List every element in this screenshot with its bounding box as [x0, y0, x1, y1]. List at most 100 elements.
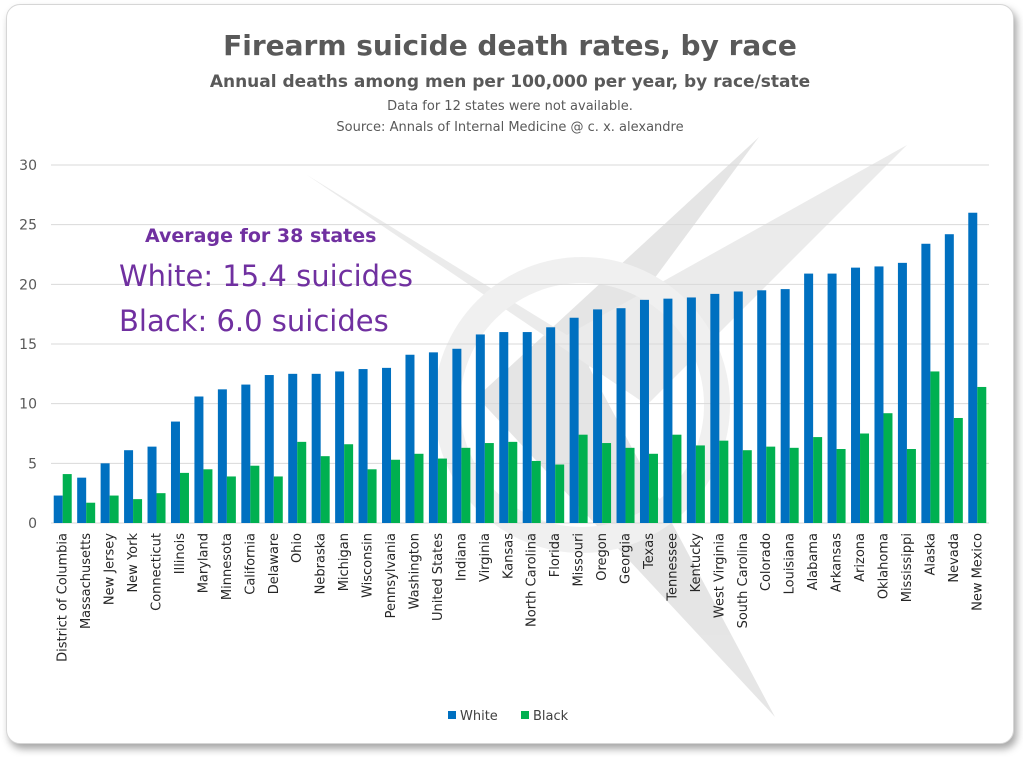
bar-white	[170, 421, 180, 523]
bar-white	[241, 384, 251, 523]
x-tick-label: Florida	[548, 533, 563, 577]
bar-white	[546, 327, 556, 523]
bar-white	[428, 352, 438, 523]
bar-black	[953, 417, 963, 523]
bar-black	[297, 441, 307, 523]
x-tick-label: Nevada	[947, 533, 962, 583]
bar-white	[757, 290, 767, 523]
bar-white	[851, 267, 861, 523]
bar-white	[639, 299, 649, 523]
bar-white	[100, 463, 110, 523]
bar-white	[569, 317, 579, 523]
compass-watermark	[307, 137, 907, 717]
bar-black	[860, 433, 870, 523]
bar-white	[827, 273, 837, 523]
bar-black	[203, 469, 213, 523]
compass-watermark-arrow	[477, 137, 775, 717]
bar-white	[77, 477, 87, 523]
bar-black	[179, 472, 189, 523]
bar-black	[719, 440, 729, 523]
bar-black	[133, 499, 143, 523]
y-tick-label: 30	[19, 158, 37, 174]
bar-black	[906, 449, 916, 523]
bar-white	[733, 291, 743, 523]
bar-black	[508, 441, 518, 523]
chart-title: Firearm suicide death rates, by race	[223, 29, 797, 62]
x-tick-label: New Mexico	[970, 533, 985, 611]
bar-white	[663, 298, 673, 523]
x-tick-label: Washington	[407, 533, 422, 609]
bar-white	[311, 373, 321, 523]
compass-watermark-arrow-2	[307, 145, 907, 405]
x-tick-label: Ohio	[290, 533, 305, 563]
x-tick-label: United States	[431, 533, 446, 621]
x-tick-label: Missouri	[572, 533, 587, 587]
x-tick-label: Alabama	[806, 533, 821, 590]
x-tick-label: Oregon	[595, 533, 610, 581]
bar-black	[602, 443, 612, 523]
bars	[53, 212, 987, 524]
x-tick-label: Colorado	[759, 533, 774, 591]
bar-white	[452, 348, 462, 523]
bar-white	[147, 446, 157, 523]
bar-white	[499, 332, 509, 523]
chart-subtitle: Annual deaths among men per 100,000 per …	[210, 72, 810, 92]
y-tick-label: 10	[19, 397, 37, 413]
chart-svg: Firearm suicide death rates, by race Ann…	[19, 29, 989, 724]
x-axis: District of Columbia Massachusetts New Jer…	[56, 533, 986, 662]
bar-black	[578, 434, 588, 523]
bar-black	[250, 465, 260, 523]
x-tick-label: Oklahoma	[876, 533, 891, 599]
x-tick-label: Arizona	[853, 533, 868, 582]
average-black: Black: 6.0 suicides	[119, 304, 389, 338]
bar-black	[836, 449, 846, 523]
bar-white	[194, 396, 204, 523]
y-tick-label: 0	[28, 516, 37, 532]
average-heading: Average for 38 states	[145, 225, 376, 247]
legend: White Black	[448, 709, 569, 724]
bar-black	[625, 447, 635, 523]
x-tick-label: California	[243, 533, 258, 595]
bar-white	[968, 212, 978, 523]
average-white: White: 15.4 suicides	[119, 259, 413, 293]
bar-black	[86, 502, 96, 523]
bar-black	[555, 464, 565, 523]
bar-white	[780, 289, 790, 523]
x-tick-label: Nebraska	[314, 533, 329, 594]
x-tick-label: Massachusetts	[79, 533, 94, 629]
x-tick-label: Pennsylvania	[384, 533, 399, 618]
y-tick-label: 5	[28, 456, 37, 472]
bar-black	[62, 474, 72, 523]
bar-white	[288, 373, 298, 523]
bar-white	[124, 450, 134, 523]
bar-white	[217, 389, 227, 523]
bar-black	[344, 444, 354, 523]
bar-white	[686, 297, 696, 523]
bar-black	[226, 476, 236, 523]
bar-white	[335, 371, 345, 523]
bar-black	[391, 459, 401, 523]
bar-white	[53, 495, 63, 523]
bar-white	[475, 334, 485, 523]
bar-black	[789, 447, 799, 523]
bar-black	[273, 476, 283, 523]
x-tick-label: Mississippi	[900, 533, 915, 602]
legend-swatch-black	[521, 711, 529, 719]
bar-black	[930, 371, 940, 523]
legend-swatch-white	[448, 711, 456, 719]
bar-white	[405, 354, 415, 523]
x-tick-label: Maryland	[196, 533, 211, 593]
x-tick-label: Indiana	[454, 533, 469, 581]
y-tick-label: 25	[19, 218, 37, 234]
bar-black	[766, 446, 776, 523]
gridlines	[51, 164, 989, 524]
chart-note-source: Source: Annals of Internal Medicine @ c.…	[336, 120, 683, 135]
bar-black	[461, 447, 471, 523]
chart-note-availability: Data for 12 states were not available.	[387, 99, 633, 114]
bar-black	[742, 450, 752, 523]
bar-black	[695, 445, 705, 523]
bar-black	[367, 469, 377, 523]
bar-white	[874, 266, 884, 523]
bar-black	[813, 437, 823, 523]
bar-black	[156, 493, 166, 523]
